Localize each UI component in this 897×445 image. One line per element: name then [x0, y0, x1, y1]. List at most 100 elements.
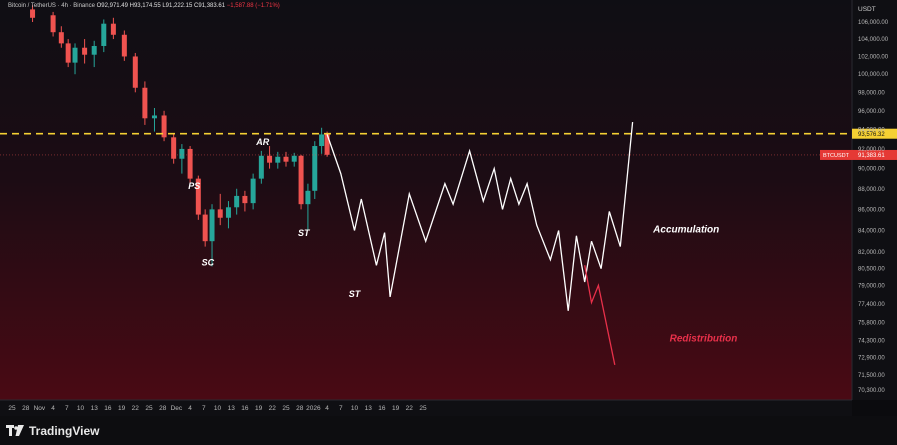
- candle-body: [202, 214, 208, 242]
- last-symbol-tag: [820, 149, 852, 160]
- candle-body: [225, 207, 231, 218]
- price-axis-panel[interactable]: [852, 0, 897, 400]
- candle-body: [101, 23, 107, 46]
- time-tick-label: 2026: [306, 405, 321, 412]
- candle-body: [82, 47, 88, 55]
- price-axis[interactable]: USDT 106,000.00 104,000.00 102,000.00 100,0…: [858, 6, 889, 394]
- time-tick-label: Nov: [34, 405, 46, 412]
- candle-body: [161, 115, 167, 138]
- time-tick-label: 28: [296, 405, 304, 412]
- candle-body: [319, 134, 325, 147]
- candle-body: [187, 148, 193, 179]
- symbol-legend[interactable]: Bitcoin / TetherUS · 4h · Binance O92,97…: [8, 3, 280, 9]
- candle-body: [250, 178, 256, 204]
- time-tick-label: 4: [325, 405, 329, 412]
- tradingview-brand: TradingView: [29, 423, 100, 438]
- horizontal-level-layer[interactable]: 93,576.32: [0, 128, 897, 139]
- candle-body: [298, 155, 304, 205]
- time-tick-label: 19: [255, 405, 263, 412]
- price-tick-label: 106,000.00: [858, 20, 889, 26]
- price-tick-label: 90,000.00: [858, 167, 885, 173]
- time-tick-label: 22: [132, 405, 140, 412]
- candle-body: [58, 32, 64, 44]
- candle-body: [151, 115, 157, 119]
- price-tick-label: 71,500.00: [858, 373, 885, 379]
- price-tick-label: 100,000.00: [858, 72, 889, 78]
- time-tick-label: 22: [269, 405, 277, 412]
- tradingview-logo-icon: [6, 424, 24, 436]
- time-tick-label: 4: [188, 405, 192, 412]
- price-tick-label: 74,300.00: [858, 338, 885, 344]
- candle-body: [258, 155, 264, 179]
- time-tick-label: 7: [339, 405, 343, 412]
- time-tick-label: 10: [214, 405, 222, 412]
- candle-body: [209, 209, 215, 242]
- candle-body: [110, 23, 116, 35]
- price-tick-label: 98,000.00: [858, 90, 885, 96]
- candle-body: [142, 87, 148, 119]
- last-price-tag: [852, 149, 897, 160]
- price-tick-label: 70,300.00: [858, 388, 885, 394]
- candle-body: [30, 9, 36, 18]
- price-tick-label: 96,000.00: [858, 109, 885, 115]
- candle-body: [65, 43, 71, 63]
- price-tick-label: 82,000.00: [858, 250, 885, 256]
- time-tick-label: 25: [145, 405, 153, 412]
- annotation-label: Redistribution: [670, 334, 738, 345]
- annotation-label: PS: [188, 181, 200, 191]
- candle-body: [305, 190, 311, 205]
- currency-label: USDT: [858, 6, 876, 13]
- time-tick-label: 10: [77, 405, 85, 412]
- annotations-layer: AR PS SC ST ST Accumulation Redistribution: [188, 137, 737, 345]
- time-axis-panel[interactable]: [0, 400, 852, 416]
- candle-body: [121, 34, 127, 57]
- candle-body: [91, 45, 97, 55]
- legend-symbol: Bitcoin / TetherUS · 4h · Binance: [8, 3, 95, 9]
- last-price-line-layer: BTCUSDT 91,383.61: [0, 149, 897, 160]
- annotation-label: ST: [298, 228, 311, 238]
- redistribution-path: [584, 265, 616, 366]
- legend-ohlc: O92,971.49 H93,174.55 L91,222.15 C91,383…: [96, 3, 226, 9]
- time-tick-label: 13: [228, 405, 236, 412]
- annotation-label: SC: [202, 257, 215, 267]
- annotation-label: Accumulation: [652, 225, 719, 236]
- annotation-label: AR: [255, 137, 269, 147]
- projection-layer: [326, 122, 634, 366]
- candle-body: [234, 195, 240, 208]
- price-tick-label: 72,900.00: [858, 355, 885, 361]
- time-axis[interactable]: 25 28 Nov 4 7 10 13 16 19 22 25 28 Dec 4 7 10 13 16 19 22 25…: [8, 405, 427, 412]
- candle-body: [171, 137, 177, 159]
- candle-body: [179, 148, 185, 159]
- price-tick-label: 84,000.00: [858, 228, 885, 234]
- time-tick-label: 16: [241, 405, 249, 412]
- candle-body: [283, 156, 289, 162]
- time-tick-label: 28: [159, 405, 167, 412]
- candle-body: [72, 47, 78, 63]
- candle-body: [217, 209, 223, 218]
- price-tick-label: 86,000.00: [858, 207, 885, 213]
- candle-body: [242, 195, 248, 204]
- time-tick-label: 25: [8, 405, 16, 412]
- price-chart[interactable]: BTCUSDT 91,383.61 93,576.32 AR PS SC ST ST Acc…: [0, 0, 897, 416]
- level-price-tag: [852, 128, 897, 139]
- time-tick-label: 19: [392, 405, 400, 412]
- price-tick-label: 79,000.00: [858, 283, 885, 289]
- time-tick-label: 25: [419, 405, 427, 412]
- candle-body: [50, 15, 56, 33]
- time-tick-label: 25: [282, 405, 290, 412]
- time-tick-label: 16: [104, 405, 112, 412]
- price-tick-label: 80,500.00: [858, 267, 885, 273]
- last-price-text: 91,383.61: [858, 153, 885, 159]
- level-price-text: 93,576.32: [858, 132, 885, 138]
- time-tick-label: 13: [365, 405, 373, 412]
- time-tick-label: 10: [351, 405, 359, 412]
- time-tick-label: 22: [406, 405, 414, 412]
- time-tick-label: 19: [118, 405, 126, 412]
- candles-layer: [30, 5, 330, 267]
- legend-change: −1,587.88 (−1.71%): [226, 3, 280, 9]
- accumulation-path: [326, 122, 634, 311]
- tradingview-logo[interactable]: TradingView: [6, 424, 99, 438]
- candle-body: [324, 134, 330, 155]
- price-tick-label: 88,000.00: [858, 187, 885, 193]
